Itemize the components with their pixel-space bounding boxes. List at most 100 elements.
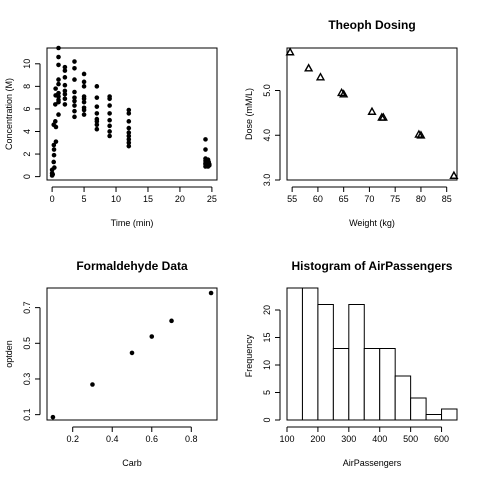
data-point — [81, 79, 87, 85]
data-point — [107, 103, 112, 108]
x-tick-label: 0.4 — [106, 434, 119, 444]
data-point — [367, 106, 377, 115]
x-tick-label: 85 — [442, 194, 452, 204]
histogram-bar — [348, 304, 365, 421]
x-axis: 100 200 300 400 500 600 — [279, 426, 449, 444]
x-tick-label: 25 — [207, 194, 217, 204]
x-tick-label: 80 — [416, 194, 426, 204]
data-point — [81, 99, 87, 105]
data-point — [126, 130, 132, 135]
data-point — [53, 139, 59, 144]
y-tick-label: 10 — [262, 360, 272, 370]
data-point — [50, 172, 56, 177]
plot-box — [46, 47, 218, 181]
data-point — [107, 94, 112, 99]
x-axis: 0 5 10 15 20 25 — [50, 186, 217, 204]
x-axis-label: AirPassengers — [343, 458, 402, 468]
histogram-bar — [301, 287, 319, 421]
data-point — [72, 66, 77, 71]
data-point — [51, 152, 57, 158]
x-tick-label: 100 — [279, 434, 294, 444]
airpassengers-histogram-panel: Histogram of AirPassengers AirPassengers… — [244, 259, 458, 468]
data-point — [126, 111, 132, 116]
data-point — [53, 119, 58, 124]
histogram-bar — [286, 287, 303, 421]
x-tick-label: 75 — [390, 194, 400, 204]
data-point — [72, 114, 77, 120]
data-point — [51, 142, 57, 148]
plot-box — [286, 47, 458, 181]
x-tick-label: 0.8 — [185, 434, 198, 444]
y-tick-label: 4.0 — [262, 129, 272, 142]
histogram-bar — [363, 348, 381, 421]
data-point — [94, 122, 100, 128]
data-point — [149, 334, 155, 339]
data-point — [304, 63, 314, 72]
x-tick-label: 15 — [143, 194, 153, 204]
data-point — [72, 108, 77, 114]
chart-title: Histogram of AirPassengers — [292, 259, 453, 273]
data-point — [56, 90, 61, 96]
y-tick-label: 4 — [22, 129, 32, 134]
concentration-time-panel: Time (min) Concentration (M) 0 5 10 15 20 25 … — [4, 45, 218, 228]
data-point — [126, 133, 132, 139]
y-tick-label: 0.5 — [22, 337, 32, 350]
data-point — [94, 111, 100, 116]
y-tick-label: 0 — [262, 417, 272, 422]
data-point — [62, 75, 68, 80]
y-tick-label: 15 — [262, 332, 272, 342]
data-point — [72, 77, 77, 82]
x-axis: 0.2 0.4 0.6 0.8 — [66, 426, 198, 444]
x-tick-label: 5 — [82, 194, 87, 204]
y-axis: 3.0 4.0 5.0 — [262, 84, 281, 187]
chart-title: Theoph Dosing — [328, 18, 415, 32]
data-point — [203, 147, 208, 152]
data-point — [53, 124, 59, 130]
data-point — [285, 47, 295, 56]
y-tick-label: 3.0 — [262, 174, 272, 187]
y-tick-label: 5.0 — [262, 84, 272, 97]
x-tick-label: 10 — [111, 194, 121, 204]
data-point — [81, 84, 87, 89]
x-axis-label: Time (min) — [111, 218, 154, 228]
data-point — [94, 84, 100, 89]
y-tick-label: 2 — [22, 152, 32, 157]
x-axis-label: Weight (kg) — [349, 218, 395, 228]
data-point — [56, 77, 61, 82]
y-axis: 0.1 0.3 0.5 0.7 — [22, 301, 41, 421]
data-point — [94, 126, 100, 132]
x-tick-label: 60 — [313, 194, 323, 204]
data-point — [81, 107, 87, 113]
x-axis: 55 60 65 70 75 80 85 — [287, 186, 452, 204]
data-point — [56, 62, 61, 68]
histogram-bars — [286, 287, 458, 421]
y-axis-label: Dose (mM/L) — [244, 88, 254, 140]
data-point — [62, 64, 68, 70]
data-point — [449, 170, 459, 179]
data-point — [107, 129, 112, 134]
x-tick-label: 20 — [175, 194, 185, 204]
histogram-bar — [394, 375, 412, 421]
data-point — [203, 137, 208, 142]
histogram-bar — [441, 408, 458, 421]
x-tick-label: 55 — [287, 194, 297, 204]
data-point — [56, 99, 61, 105]
data-point — [339, 89, 349, 98]
y-tick-label: 0.1 — [22, 408, 32, 421]
data-point — [129, 350, 135, 356]
data-point — [56, 94, 61, 99]
y-axis: 0 2 4 6 8 10 — [22, 59, 41, 179]
data-point — [53, 102, 58, 107]
histogram-bar — [317, 304, 334, 421]
y-tick-label: 0.3 — [22, 373, 32, 386]
data-point — [107, 123, 112, 129]
data-point — [56, 81, 61, 87]
x-tick-label: 70 — [364, 194, 374, 204]
data-point — [72, 98, 77, 104]
data-point — [90, 382, 95, 387]
x-tick-label: 600 — [434, 434, 449, 444]
y-axis-label: Concentration (M) — [4, 78, 14, 150]
histogram-bar — [425, 414, 443, 421]
y-tick-label: 0.7 — [22, 301, 32, 314]
